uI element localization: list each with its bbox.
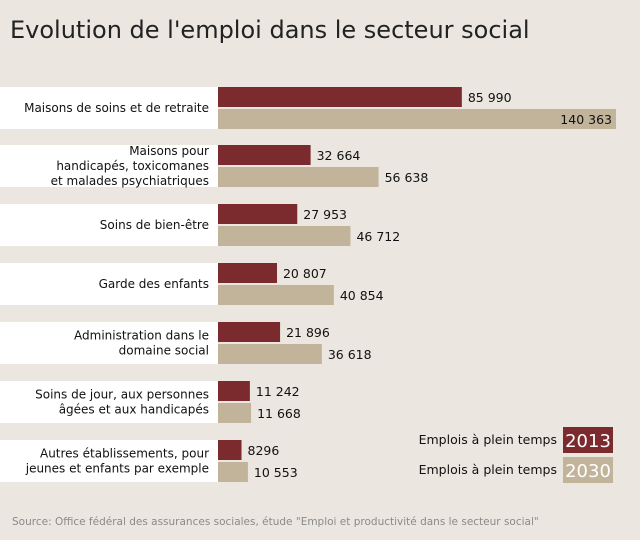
category-group: Soins de bien-être 27 953 46 712 (0, 204, 400, 246)
bar-2013 (218, 440, 242, 460)
value-label-2013: 8296 (248, 443, 280, 458)
category-label-box (0, 440, 218, 482)
bar-2030 (218, 226, 351, 246)
category-label-box (0, 204, 218, 246)
legend-year: 2030 (565, 461, 611, 482)
category-label: domaine social (119, 344, 209, 358)
category-label: Garde des enfants (99, 277, 209, 291)
bar-2030 (218, 403, 252, 423)
value-label-2013: 11 242 (256, 384, 300, 399)
category-label: Maisons pour (129, 144, 209, 158)
legend-swatch (563, 457, 613, 483)
bar-2030 (218, 109, 616, 129)
category-group: Garde des enfants 20 807 40 854 (0, 263, 384, 305)
value-label-2013: 21 896 (286, 325, 330, 340)
category-label-box (0, 322, 218, 364)
legend-item-2030: Emplois à plein temps 2030 (419, 457, 613, 483)
category-label: Soins de jour, aux personnes (35, 388, 209, 402)
category-label-box (0, 87, 218, 129)
value-label-2030: 10 553 (254, 465, 298, 480)
bar-2013 (218, 145, 311, 165)
value-label-2030: 140 363 (560, 112, 612, 127)
source-note: Source: Office fédéral des assurances so… (12, 516, 539, 528)
bar-2030 (218, 462, 248, 482)
category-label-box (0, 145, 218, 187)
bar-2030 (218, 285, 334, 305)
category-label: handicapés, toxicomanes (56, 159, 209, 173)
value-label-2013: 20 807 (283, 266, 327, 281)
value-label-2030: 11 668 (257, 406, 301, 421)
value-label-2013: 85 990 (468, 90, 512, 105)
legend-item-2013: Emplois à plein temps 2013 (419, 427, 613, 453)
value-label-2013: 32 664 (317, 148, 361, 163)
legend-swatch (563, 427, 613, 453)
category-label: jeunes et enfants par exemple (25, 462, 209, 476)
category-label: Autres établissements, pour (40, 447, 209, 461)
category-group: Maisons de soins et de retraite 85 990 140… (0, 87, 616, 129)
bar-2013 (218, 381, 250, 401)
legend-year: 2013 (565, 431, 611, 452)
bar-2013 (218, 204, 298, 224)
value-label-2013: 27 953 (303, 207, 347, 222)
value-label-2030: 36 618 (328, 347, 372, 362)
category-label-box (0, 263, 218, 305)
category-label: âgées et aux handicapés (59, 403, 209, 417)
value-label-2030: 46 712 (356, 229, 400, 244)
bar-2013 (218, 263, 277, 283)
category-label: et malades psychiatriques (51, 174, 209, 188)
category-label-box (0, 381, 218, 423)
legend-label: Emplois à plein temps (419, 462, 557, 477)
chart-body: Maisons de soins et de retraite 85 990 140… (0, 87, 616, 482)
bar-2030 (218, 344, 322, 364)
bar-2030 (218, 167, 379, 187)
legend-label: Emplois à plein temps (419, 432, 557, 447)
category-label: Maisons de soins et de retraite (24, 101, 209, 115)
bar-2013 (218, 322, 281, 342)
chart-title: Evolution de l'emploi dans le secteur so… (10, 16, 530, 44)
value-label-2030: 56 638 (385, 170, 429, 185)
category-label: Soins de bien-être (100, 218, 209, 232)
bar-2013 (218, 87, 462, 107)
value-label-2030: 40 854 (340, 288, 384, 303)
category-label: Administration dans le (74, 329, 209, 343)
